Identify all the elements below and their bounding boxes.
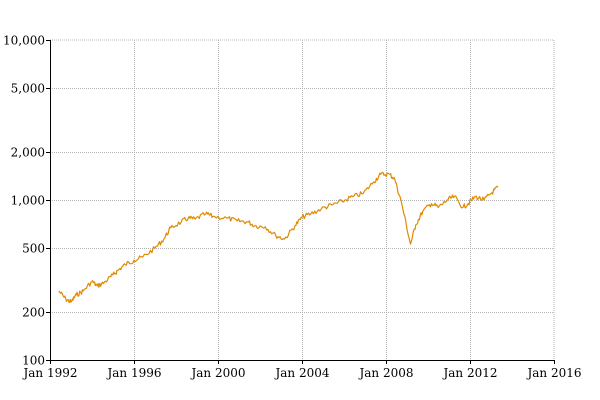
y-tick-label: 100: [22, 354, 45, 368]
x-tick-label: Jan 2004: [273, 366, 329, 380]
y-tick-label: 500: [22, 242, 45, 256]
y-tick-label: 5,000: [11, 82, 45, 96]
axes: [46, 40, 555, 364]
tick-labels: 100 200 500 1,000 2,000 5,000 10,000 Jan 1992 Ja…: [3, 34, 582, 381]
x-tick-label: Jan 1996: [105, 366, 161, 380]
series-group: [58, 171, 499, 303]
y-tick-label: 2,000: [11, 146, 45, 160]
x-tick-label: Jan 2012: [441, 366, 497, 380]
y-tick-label: 1,000: [11, 194, 45, 208]
x-tick-label: Jan 2016: [525, 366, 581, 380]
series-line: [58, 171, 499, 303]
x-tick-label: Jan 2008: [357, 366, 413, 380]
y-tick-label: 10,000: [3, 34, 45, 48]
x-tick-label: Jan 2000: [189, 366, 245, 380]
grid: [50, 39, 555, 360]
y-tick-label: 200: [22, 306, 45, 320]
x-tick-label: Jan 1992: [21, 366, 77, 380]
